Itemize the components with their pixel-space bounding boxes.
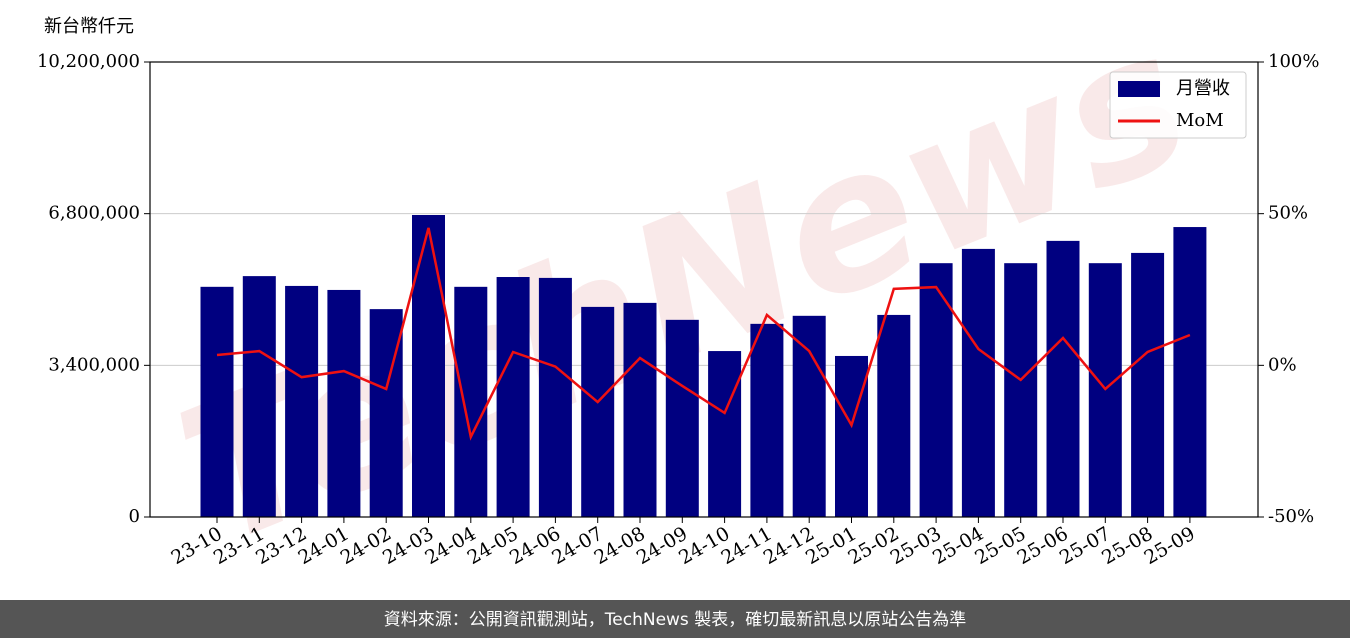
bar bbox=[877, 314, 911, 517]
bar bbox=[1173, 227, 1207, 518]
bar bbox=[919, 263, 953, 517]
bar bbox=[1046, 240, 1080, 518]
y2-tick-label: 100% bbox=[1268, 51, 1319, 72]
bar bbox=[200, 286, 234, 517]
y-tick-label: 3,400,000 bbox=[48, 354, 140, 375]
bar bbox=[623, 302, 657, 517]
legend-label: 月營收 bbox=[1176, 78, 1230, 99]
bar bbox=[961, 248, 995, 517]
legend-label: MoM bbox=[1176, 110, 1224, 131]
footer-bar bbox=[0, 600, 1350, 638]
bar bbox=[792, 315, 826, 517]
legend-swatch bbox=[1118, 81, 1160, 97]
y-tick-label: 6,800,000 bbox=[48, 203, 140, 224]
plot-frame bbox=[149, 61, 1259, 518]
bar bbox=[835, 355, 868, 517]
footer-text: 資料來源：公開資訊觀測站，TechNews 製表，確切最新訊息以原站公告為準 bbox=[384, 610, 966, 630]
bar bbox=[1004, 263, 1038, 517]
bar bbox=[242, 276, 276, 517]
y-axis-title: 新台幣仟元 bbox=[44, 16, 134, 37]
bar bbox=[665, 319, 699, 517]
y2-tick-label: -50% bbox=[1268, 506, 1314, 527]
line bbox=[216, 227, 1191, 441]
bar bbox=[412, 215, 445, 518]
y-tick-label: 10,200,000 bbox=[37, 51, 140, 72]
bar bbox=[1131, 252, 1165, 517]
y2-tick-label: 0% bbox=[1268, 354, 1297, 375]
bar bbox=[708, 351, 742, 517]
bar bbox=[327, 289, 361, 517]
bar bbox=[750, 323, 784, 517]
bar bbox=[496, 277, 530, 517]
y2-tick-label: 50% bbox=[1268, 203, 1308, 224]
bar bbox=[454, 286, 488, 517]
bar bbox=[581, 306, 615, 517]
bar bbox=[285, 285, 319, 517]
bar bbox=[538, 277, 572, 517]
y-tick-label: 0 bbox=[129, 506, 140, 527]
